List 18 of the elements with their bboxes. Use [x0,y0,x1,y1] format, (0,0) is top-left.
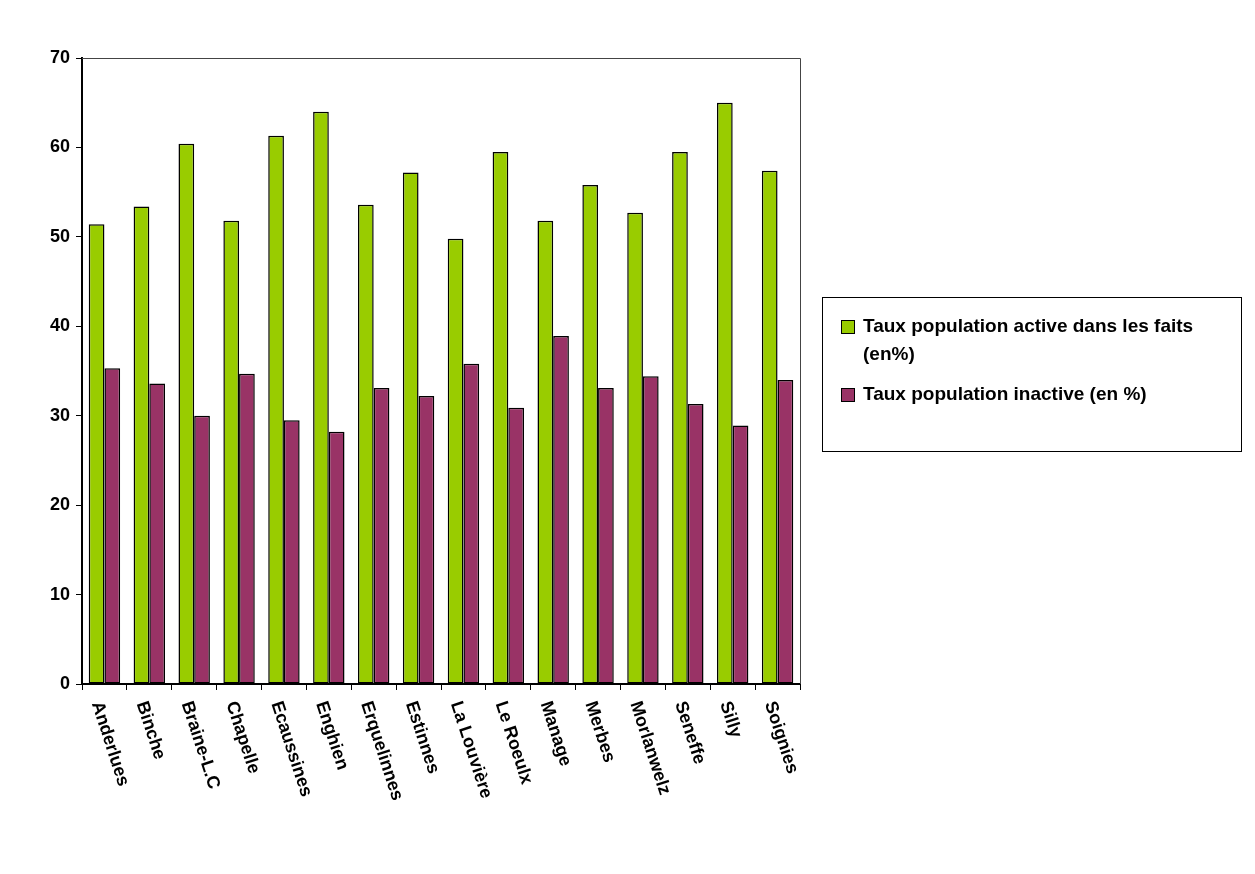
x-tick-label: Seneffe [671,698,711,767]
x-tick-label: Manage [536,698,577,769]
y-tick-label: 0 [59,672,70,693]
y-tick-label: 20 [49,494,70,515]
x-tick-label: Silly [716,698,747,740]
x-tick-label: Merbes [581,698,621,765]
y-tick-label: 40 [49,315,70,336]
x-tick-label: Binche [132,698,171,762]
x-tick-label: Enghien [312,698,354,773]
y-tick-label: 70 [49,46,70,67]
y-tick-label: 50 [49,225,70,246]
y-tick-label: 30 [49,404,70,425]
x-tick-label: Soignies [761,698,804,777]
x-tick-label: Le Roeulx [491,698,538,787]
y-tick-label: 10 [49,583,70,604]
legend-label: Taux population inactive (en %) [863,382,1147,406]
y-tick-label: 60 [49,136,70,157]
legend-label: Taux population active dans les faits (en%) [863,314,1195,366]
